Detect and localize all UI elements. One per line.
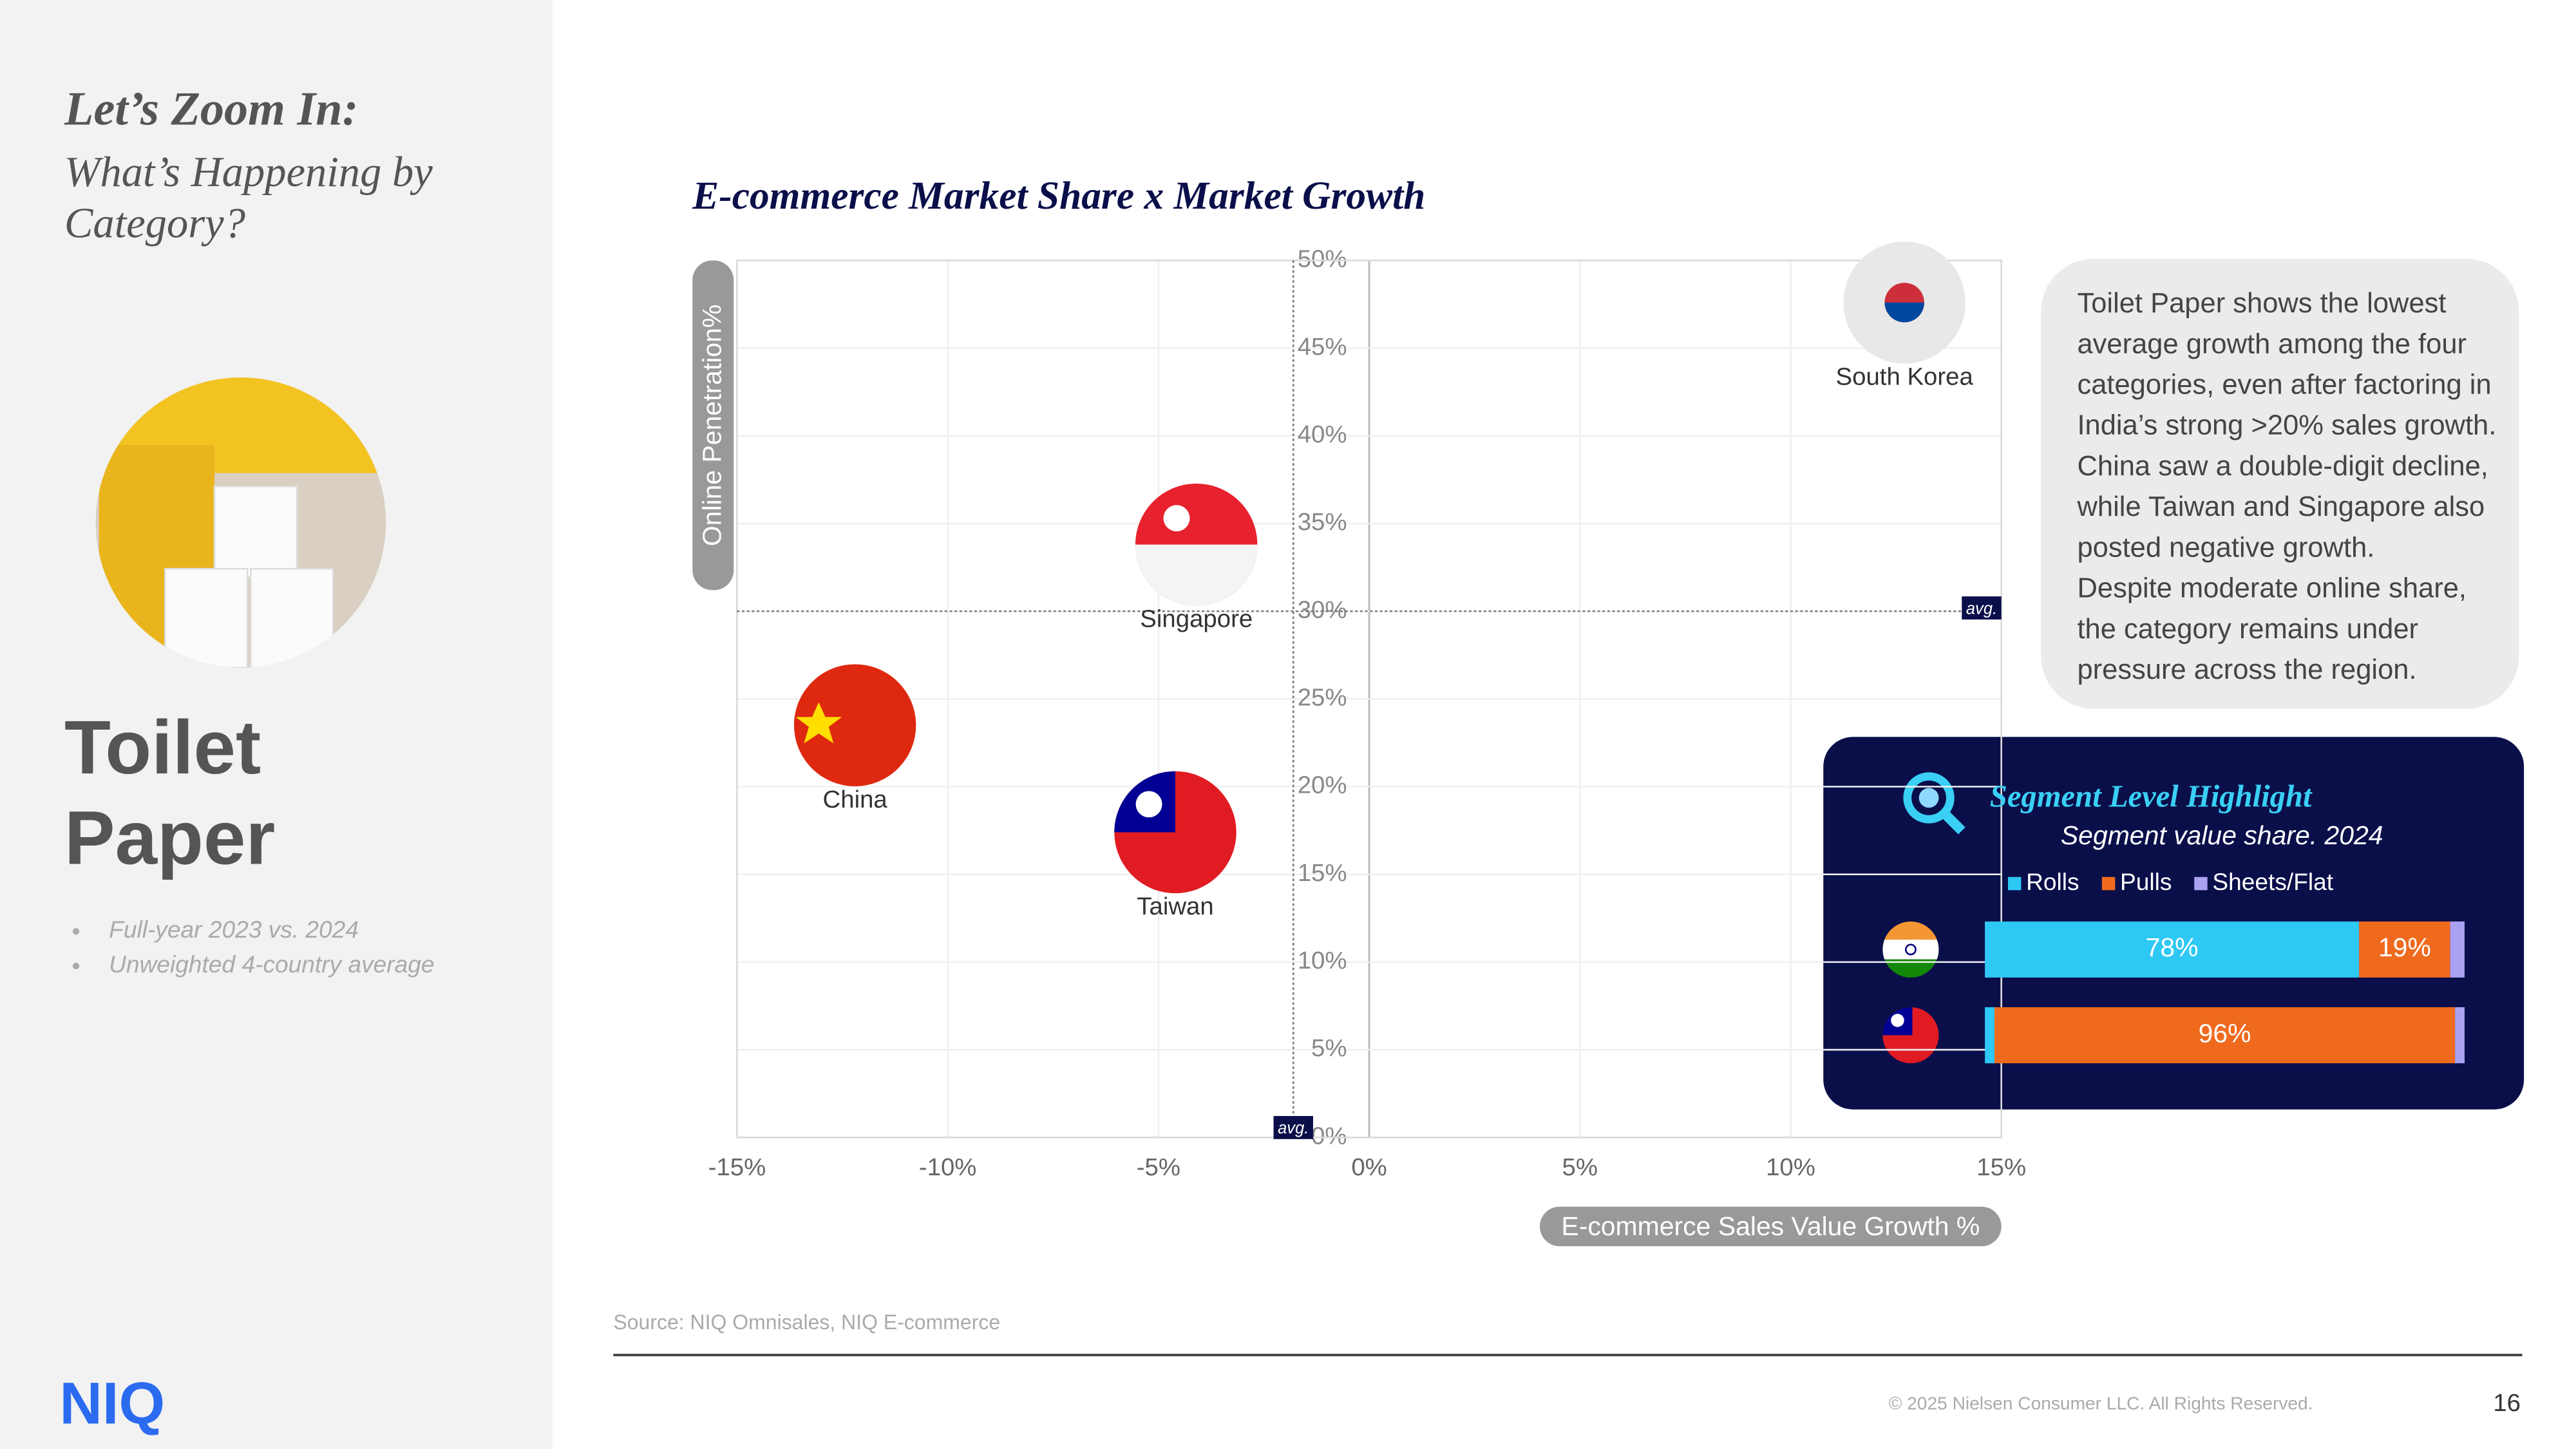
y-tick-label: 20% — [1298, 772, 1347, 799]
heading: Let’s Zoom In: — [64, 83, 358, 136]
flag-taiwan — [1882, 1007, 1939, 1064]
y-tick-label: 40% — [1298, 421, 1347, 448]
flag-detail — [1135, 544, 1258, 606]
bar-segment — [1985, 1007, 1995, 1064]
category-name: Paper — [64, 795, 275, 880]
y-tick-label: 45% — [1298, 333, 1347, 361]
legend-label: Sheets/Flat — [2212, 868, 2333, 895]
point-label: Singapore — [1140, 605, 1253, 633]
photo — [95, 377, 386, 668]
flag-detail — [1884, 302, 1924, 323]
callout-text: the category remains under — [2077, 614, 2418, 645]
callout-text: categories, even after factoring in — [2077, 370, 2491, 401]
point-label: Taiwan — [1137, 893, 1213, 920]
plot-frame — [736, 260, 2003, 1139]
note: Unweighted 4-country average — [109, 951, 434, 978]
point — [793, 664, 916, 786]
x-tick-label: 10% — [1766, 1153, 1815, 1181]
x-axis-label: E-commerce Sales Value Growth % — [1561, 1211, 1980, 1241]
search-icon — [1903, 772, 1965, 835]
y-tick-label: 25% — [1298, 683, 1347, 711]
callout-text: China saw a double-digit decline, — [2077, 451, 2488, 482]
bar-value-label: 96% — [2199, 1018, 2251, 1048]
x-axis-pill — [1539, 1206, 2002, 1247]
callout-text: Despite moderate online share, — [2077, 573, 2467, 604]
page-number: 16 — [2493, 1389, 2521, 1417]
callout-text: pressure across the region. — [2077, 654, 2416, 685]
bullet — [72, 928, 80, 935]
avg-label: avg. — [1278, 1119, 1309, 1137]
x-tick-label: -10% — [919, 1153, 977, 1181]
y-axis-pill — [692, 260, 734, 591]
y-axis-label: Online Penetration% — [697, 305, 726, 546]
point-label: China — [823, 786, 888, 813]
bar-segment — [2455, 1007, 2465, 1064]
legend-label: Pulls — [2120, 868, 2172, 895]
y-tick-label: 10% — [1298, 947, 1347, 974]
bar-segment — [2450, 921, 2465, 978]
note: Full-year 2023 vs. 2024 — [109, 916, 359, 943]
x-tick-label: -5% — [1137, 1153, 1180, 1181]
point-label: South Korea — [1836, 363, 1974, 391]
subheading: Category? — [64, 200, 245, 247]
category-name: Toilet — [64, 705, 261, 790]
callout-box — [2041, 258, 2519, 709]
callout-text: while Taiwan and Singapore also — [2076, 491, 2485, 522]
avg-label: avg. — [1966, 600, 1997, 618]
legend-swatch — [2007, 876, 2022, 891]
callout-text: India’s strong >20% sales growth. — [2077, 410, 2496, 441]
source: Source: NIQ Omnisales, NIQ E-commerce — [613, 1311, 1000, 1334]
legend-label: Rolls — [2026, 868, 2079, 895]
flag-detail — [1163, 505, 1190, 532]
bar-value-label: 78% — [2146, 933, 2199, 962]
chart-title: E-commerce Market Share x Market Growth — [692, 174, 1425, 218]
bar-segment — [2359, 921, 2450, 978]
bar-title: Segment Level Highlight — [1990, 779, 2313, 814]
x-tick-label: 0% — [1351, 1153, 1387, 1181]
legend-swatch — [2101, 876, 2116, 891]
y-tick-label: 15% — [1298, 859, 1347, 887]
legend-swatch — [2194, 876, 2208, 891]
bullet — [72, 962, 80, 970]
flag-detail — [795, 702, 842, 744]
y-tick-label: 50% — [1298, 245, 1347, 273]
x-tick-label: -15% — [708, 1153, 766, 1181]
copyright: © 2025 Nielsen Consumer LLC. All Rights … — [1889, 1393, 2313, 1413]
bar-segment — [1994, 1007, 2456, 1064]
y-tick-label: 35% — [1298, 508, 1347, 536]
y-tick-label: 30% — [1298, 596, 1347, 623]
callout-text: posted negative growth. — [2077, 532, 2374, 563]
bar-value-label: 19% — [2378, 933, 2431, 962]
logo: NIQ — [59, 1370, 165, 1436]
bar-segment — [1985, 921, 2360, 978]
sidebar — [0, 0, 553, 1449]
avg-tag — [1273, 1115, 1313, 1139]
x-tick-label: 15% — [1976, 1153, 2026, 1181]
bar-subtitle: Segment value share. 2024 — [2061, 820, 2383, 850]
callout-text: average growth among the four — [2077, 328, 2467, 359]
flag-detail — [1135, 791, 1162, 818]
y-tick-label: 0% — [1311, 1122, 1347, 1150]
subheading: What’s Happening by — [64, 149, 433, 196]
callout-text: Toilet Paper shows the lowest — [2077, 288, 2446, 319]
x-tick-label: 5% — [1562, 1153, 1598, 1181]
y-tick-label: 5% — [1311, 1034, 1347, 1062]
avg-tag — [1962, 596, 2002, 620]
